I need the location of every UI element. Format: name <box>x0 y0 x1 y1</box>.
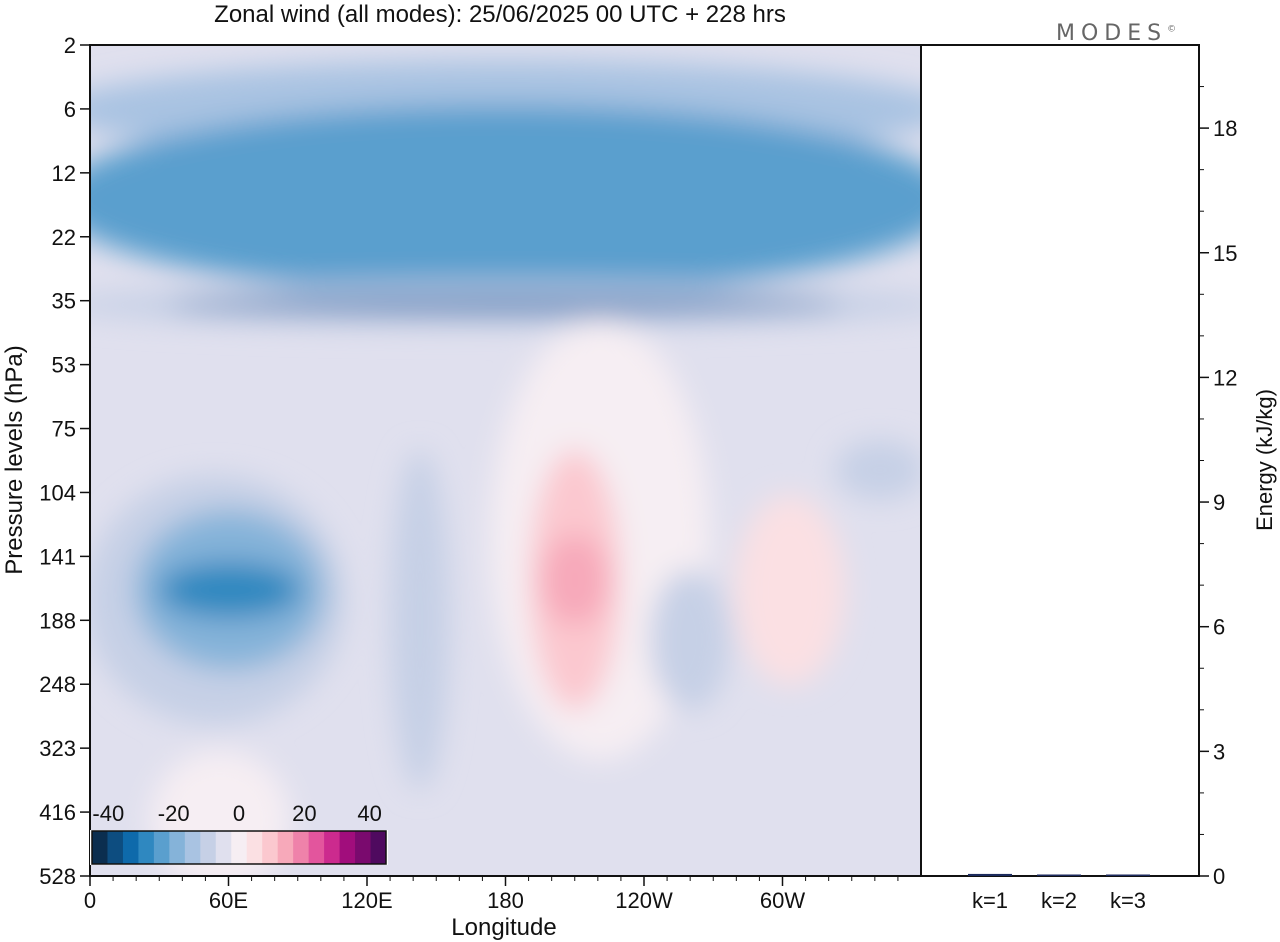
y-tick-label: 416 <box>39 800 76 825</box>
colorbar-swatch <box>293 831 310 864</box>
y-tick-label: 12 <box>52 161 76 186</box>
colorbar-swatch <box>355 831 372 864</box>
x-axis-label: Longitude <box>451 914 556 941</box>
colorbar-swatch <box>184 831 201 864</box>
field-feature-core <box>541 534 609 626</box>
field-blobs <box>90 60 921 876</box>
colorbar-tick-label: -40 <box>92 801 124 826</box>
logo-mark: © <box>1167 24 1183 35</box>
colorbar-swatch <box>324 831 341 864</box>
colorbar-swatch <box>153 831 170 864</box>
energy-frame <box>920 44 1200 877</box>
logo-text: MODES <box>1056 21 1168 46</box>
energy-category-label: k=3 <box>1110 888 1146 913</box>
energy-tick-label: 18 <box>1213 116 1237 141</box>
y-tick-label: 35 <box>52 289 76 314</box>
y-axis: 2 6 12 22 35 53 75 104 141 188 248 323 416 528 <box>39 33 90 889</box>
colorbar-swatch <box>231 831 248 864</box>
chart-title: Zonal wind (all modes): 25/06/2025 00 UT… <box>214 1 786 28</box>
colorbar-swatch <box>169 831 186 864</box>
y-tick-label: 188 <box>39 608 76 633</box>
colorbar-swatch <box>277 831 294 864</box>
colorbar-swatch <box>262 831 279 864</box>
x-tick-label: 120W <box>615 888 673 913</box>
modes-logo: MODES© <box>1056 21 1182 46</box>
colorbar-swatch <box>308 831 325 864</box>
colorbar-swatch <box>246 831 263 864</box>
y-tick-label: 323 <box>39 736 76 761</box>
energy-tick-label: 3 <box>1213 739 1225 764</box>
y-tick-label: 141 <box>39 544 76 569</box>
colorbar-tick-label: 20 <box>292 801 316 826</box>
colorbar-swatch <box>339 831 356 864</box>
energy-tick-label: 9 <box>1213 490 1225 515</box>
y-tick-label: 528 <box>39 864 76 889</box>
energy-panel: 0 3 6 9 12 15 18 k=1 k=2 k=3 <box>968 86 1237 913</box>
y-tick-label: 2 <box>64 33 76 58</box>
field-feature-core <box>158 562 302 618</box>
colorbar-frame <box>91 830 387 865</box>
colorbar-swatch <box>215 831 232 864</box>
energy-bar <box>968 873 1012 876</box>
colorbar-swatch <box>107 831 124 864</box>
energy-bar <box>1106 874 1150 876</box>
colorbar: -40 -20 0 20 40 <box>90 801 388 865</box>
energy-category-label: k=2 <box>1041 888 1077 913</box>
field-feature <box>835 440 921 500</box>
y-axis-label: Pressure levels (hPa) <box>1 345 28 574</box>
energy-category-label: k=1 <box>972 888 1008 913</box>
x-tick-label: 0 <box>84 888 96 913</box>
y-tick-label: 53 <box>52 353 76 378</box>
colorbar-tick-label: 40 <box>357 801 381 826</box>
energy-tick-label: 0 <box>1213 864 1225 889</box>
colorbar-swatch <box>122 831 139 864</box>
field-feature <box>735 495 845 685</box>
energy-bar <box>1037 874 1081 876</box>
energy-tick-label: 15 <box>1213 241 1237 266</box>
colorbar-swatch <box>370 831 387 864</box>
colorbar-swatch <box>138 831 155 864</box>
y-tick-label: 104 <box>39 480 76 505</box>
colorbar-swatch <box>200 831 217 864</box>
wind-field <box>90 45 921 876</box>
y-tick-label: 75 <box>52 417 76 442</box>
field-feature-core <box>167 297 843 313</box>
x-tick-label: 120E <box>341 888 392 913</box>
colorbar-tick-label: -20 <box>158 801 190 826</box>
colorbar-swatch <box>92 831 108 864</box>
field-feature <box>650 570 730 710</box>
energy-tick-label: 12 <box>1213 365 1237 390</box>
colorbar-tick-label: 0 <box>233 801 245 826</box>
field-feature <box>390 450 450 790</box>
y-tick-label: 22 <box>52 225 76 250</box>
y-tick-label: 248 <box>39 672 76 697</box>
energy-axis-label: Energy (kJ/kg) <box>1252 389 1277 531</box>
y-tick-label: 6 <box>64 97 76 122</box>
field-feature <box>90 105 921 295</box>
energy-tick-label: 6 <box>1213 615 1225 640</box>
x-tick-label: 60E <box>209 888 248 913</box>
x-axis: 0 60E 120E 180 120W 60W <box>84 876 899 913</box>
x-tick-label: 180 <box>487 888 524 913</box>
x-tick-label: 60W <box>760 888 805 913</box>
